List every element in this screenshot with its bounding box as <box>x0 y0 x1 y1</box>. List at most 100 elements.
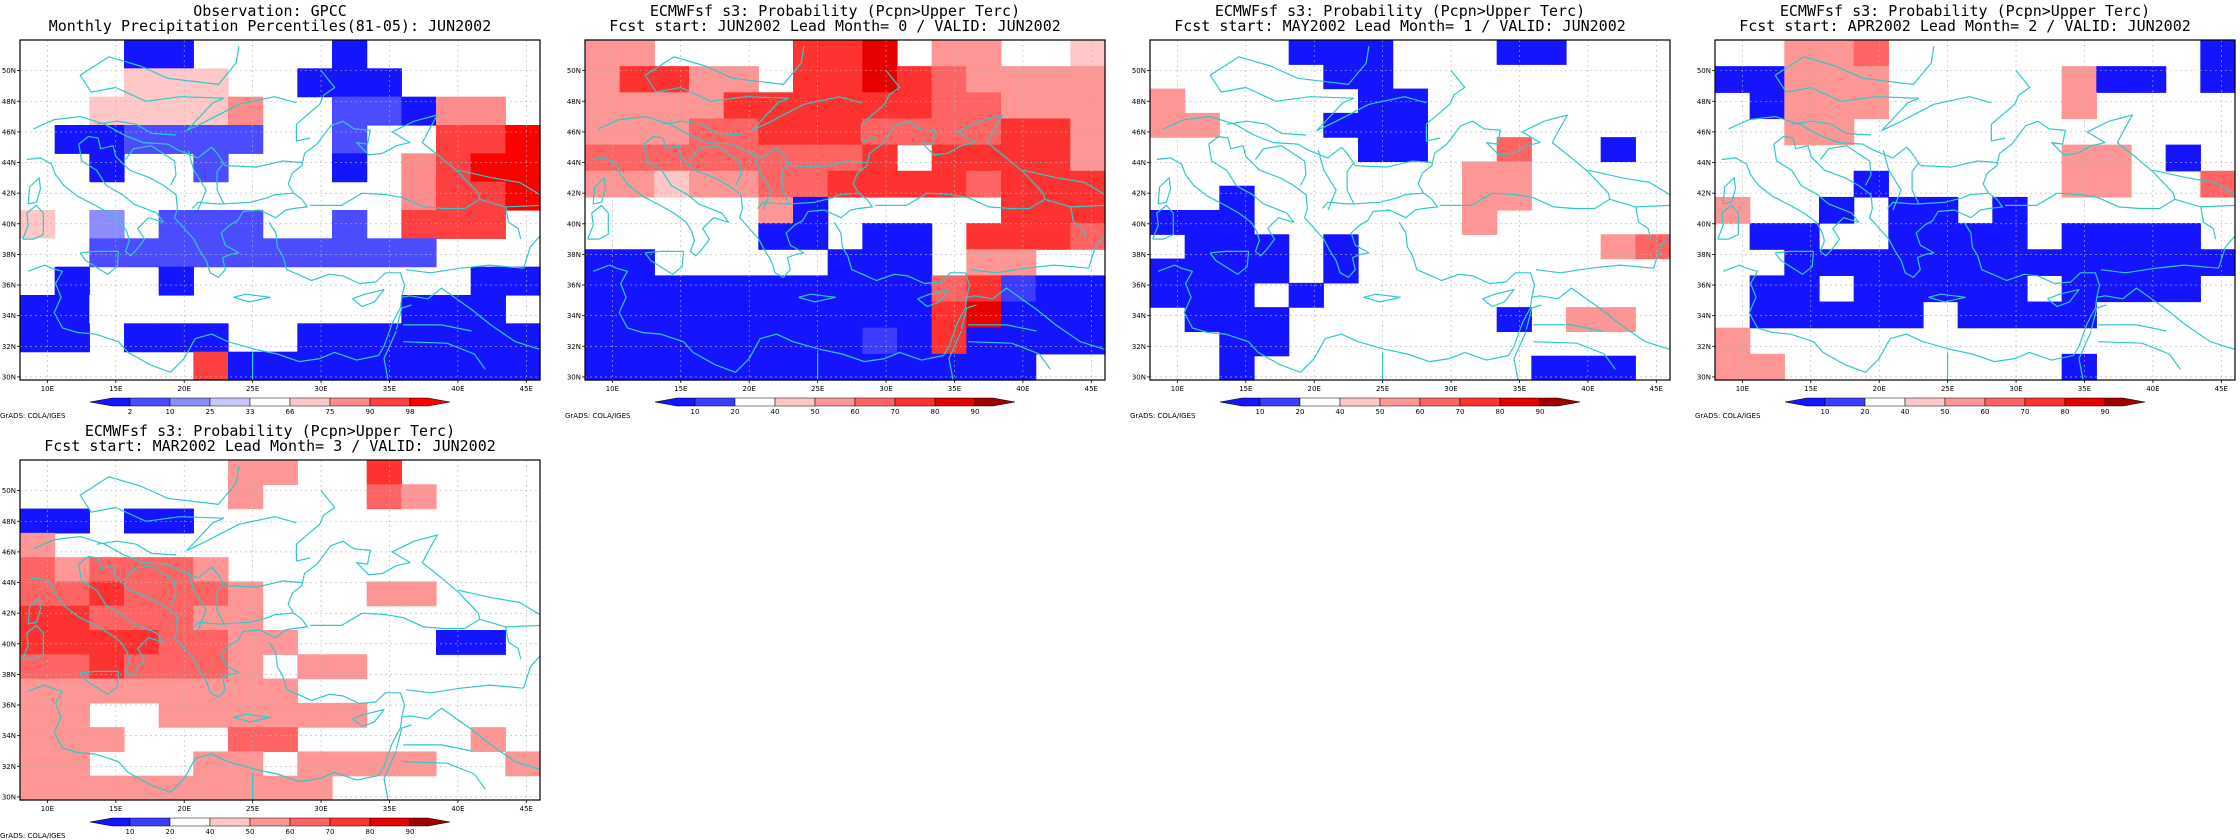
grid-cell <box>1715 327 1751 355</box>
grid-cell <box>1462 210 1498 235</box>
grid-cell <box>2061 275 2097 303</box>
grid-cell <box>505 351 541 381</box>
grid-cell <box>897 327 933 355</box>
coastline <box>22 204 44 240</box>
colorbar-swatch <box>1339 397 1381 407</box>
coastline <box>1722 177 1737 205</box>
lat-label: 40N <box>2 220 16 228</box>
coastline <box>1653 235 1671 269</box>
lon-label: 45E <box>2215 385 2228 393</box>
lon-label: 25E <box>246 805 259 813</box>
coastline <box>1717 204 1739 240</box>
grid-cell <box>54 323 90 353</box>
colorbar-label: 70 <box>2021 408 2030 416</box>
coastline <box>1022 169 1106 196</box>
colorbar-swatch <box>409 817 451 827</box>
lat-label: 36N <box>567 282 581 290</box>
grid-cell <box>366 351 402 381</box>
lon-label: 35E <box>948 385 961 393</box>
grid-cell <box>1566 355 1602 381</box>
grid-cell <box>2165 223 2201 250</box>
lon-label: 45E <box>520 805 533 813</box>
coastline <box>79 250 120 275</box>
grid-cell <box>585 66 621 93</box>
colorbar-swatch <box>329 397 371 407</box>
grid-cell <box>124 581 160 607</box>
grid-cell <box>966 301 1002 329</box>
lat-label: 34N <box>567 312 581 320</box>
colorbar: 10 20 40 50 60 70 80 90 <box>1784 397 2146 416</box>
coastline <box>405 264 524 274</box>
lon-label: 30E <box>2009 385 2022 393</box>
grid-cell <box>966 66 1002 93</box>
grid-cell <box>401 238 437 268</box>
lon-label: 15E <box>1804 385 1817 393</box>
grid-cell <box>1219 307 1255 333</box>
grid-cell <box>585 40 621 67</box>
grid-cell <box>2096 223 2132 250</box>
coastline <box>186 516 297 551</box>
lon-label: 10E <box>41 805 54 813</box>
grid-cell <box>793 92 829 120</box>
grid-cell <box>401 295 437 324</box>
coastline <box>751 96 862 131</box>
lon-label: 20E <box>1308 385 1321 393</box>
coastline <box>661 120 742 136</box>
grid-cell <box>401 323 437 353</box>
grid-cell <box>862 118 898 146</box>
grid-cell <box>966 40 1002 67</box>
colorbar-swatch <box>289 397 331 407</box>
grid-cell <box>124 40 160 69</box>
grid-cell <box>20 775 56 801</box>
grid-cell <box>89 153 125 183</box>
precip-map: 10E 15E 20E 25E 30E 35E 40E 45E 30N 32N 34N 36N 38N 4… <box>1697 39 2236 416</box>
grid-cell <box>1531 40 1567 65</box>
grid-cell <box>723 275 759 303</box>
coastline <box>523 655 541 689</box>
lon-label: 15E <box>674 385 687 393</box>
coastline <box>383 330 397 381</box>
coastline <box>1525 304 1542 330</box>
grid-cell <box>401 181 437 211</box>
grid-cell <box>897 301 933 329</box>
colorbar-label: 60 <box>286 828 295 836</box>
grid-cell <box>1184 112 1220 138</box>
grid-cell <box>654 301 690 329</box>
graticule <box>1150 40 1670 380</box>
grid-cell <box>689 66 725 93</box>
grid-cell <box>758 275 794 303</box>
colorbar-swatch <box>1459 397 1501 407</box>
grid-cell <box>1784 223 1820 250</box>
colorbar-swatch <box>369 817 411 827</box>
grid-cell <box>1035 327 1071 355</box>
colorbar-swatch <box>814 397 856 407</box>
grid-cell <box>1600 137 1636 163</box>
lat-label: 48N <box>567 98 581 106</box>
colorbar-label: 90 <box>2101 408 2110 416</box>
coastline <box>79 466 240 522</box>
grid-cell <box>158 678 194 704</box>
grid-cell <box>1254 331 1290 357</box>
grid-cell <box>1070 40 1106 67</box>
coastline <box>1635 206 1652 240</box>
lon-label: 15E <box>1239 385 1252 393</box>
lat-label: 30N <box>2 373 16 381</box>
colorbar-swatch <box>1499 397 1541 407</box>
grid-cell <box>1819 40 1855 67</box>
coastline <box>1317 150 1337 211</box>
grid-cell <box>1496 137 1532 163</box>
lat-label: 36N <box>2 702 16 710</box>
colorbar-swatch <box>654 397 696 407</box>
colorbar-label: 20 <box>1861 408 1870 416</box>
coastline <box>403 744 472 752</box>
grid-cell <box>401 153 437 183</box>
colorbar-label: 66 <box>286 408 295 416</box>
colorbar-label: 40 <box>1901 408 1910 416</box>
grid-cell <box>228 460 264 485</box>
colorbar-swatch <box>1379 397 1421 407</box>
coastline <box>1819 145 1872 186</box>
coastline <box>1882 150 1902 211</box>
grid-cell <box>228 238 264 268</box>
grid-cell <box>436 210 472 239</box>
colorbar-label: 10 <box>166 408 175 416</box>
